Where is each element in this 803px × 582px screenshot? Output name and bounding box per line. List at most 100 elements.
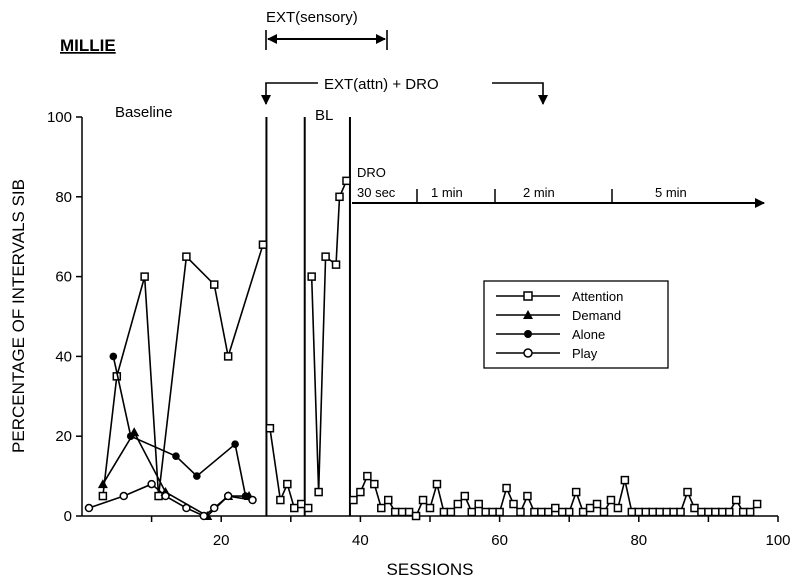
series-attention-point (711, 507, 720, 517)
series-attention-point (537, 507, 546, 517)
series-attention-point (265, 423, 275, 433)
series-attention-point (544, 507, 553, 517)
series-attention-point (606, 495, 616, 505)
series-attention-point (648, 507, 657, 517)
series-attention-point (370, 479, 379, 489)
x-tick-label: 100 (765, 532, 790, 549)
series-attention-point (390, 507, 400, 517)
series-attention-point (481, 507, 490, 517)
data-series (84, 176, 762, 521)
series-alone-point (126, 432, 135, 441)
legend-play-marker (523, 348, 533, 358)
series-attention-point (690, 503, 699, 513)
x-axis-title: SESSIONS (387, 560, 474, 579)
legend-attention-label: Attention (572, 289, 623, 304)
series-attention-point (303, 503, 313, 513)
series-alone-point (172, 452, 180, 460)
ext-attn-right-arrow (492, 82, 548, 105)
x-ticks: 20 40 60 80 100 (150, 516, 791, 549)
y-tick-label: 80 (55, 189, 72, 206)
series-attention-point (290, 503, 299, 513)
series-play (84, 479, 257, 521)
series-play-point (182, 503, 191, 513)
series-attention-point (182, 252, 191, 261)
series-attention-point (662, 507, 671, 517)
series-attention-point (523, 491, 532, 501)
y-tick-label: 40 (55, 348, 72, 365)
series-attention-point (613, 503, 623, 513)
series-attention-point (209, 280, 219, 289)
baseline-label: Baseline (115, 104, 173, 121)
series-attention-point (655, 507, 664, 517)
series-attention-point (397, 507, 407, 517)
series-attention-point (474, 499, 483, 509)
legend: Attention Demand Alone Play (483, 280, 669, 369)
series-attention-point (530, 507, 539, 517)
legend-alone-marker (524, 330, 532, 338)
series-attention-point (377, 503, 386, 513)
series-attention-point (276, 495, 285, 505)
series-alone (109, 352, 250, 500)
series-attention-point (676, 507, 685, 517)
series-attention-point (467, 507, 477, 517)
series-attention-point (725, 507, 734, 517)
series-attention-point (592, 499, 602, 509)
series-attention-point (502, 483, 511, 493)
series-attention-point (258, 240, 268, 249)
series-attention-point (314, 487, 323, 497)
series-attention-point (745, 507, 755, 517)
series-attention-point (620, 475, 630, 485)
series-play-point (147, 479, 156, 489)
x-tick-label: 40 (352, 532, 369, 549)
series-attention-line (310, 180, 348, 493)
series-attention-point (425, 503, 435, 513)
y-ticks: 0 20 40 60 80 100 (47, 109, 82, 525)
series-play-point (223, 491, 233, 501)
series-attention-point (411, 511, 421, 521)
ext-attn-dro-label: EXT(attn) + DRO (324, 76, 439, 93)
series-attention-line (102, 244, 264, 497)
series-attention-point (363, 471, 372, 481)
series-attention-point (404, 507, 414, 517)
dro-step-2min: 2 min (523, 185, 555, 200)
series-attention-point (460, 491, 470, 501)
series-attention-point (551, 503, 560, 513)
series-attention-point (557, 507, 567, 517)
series-attention-point (349, 495, 358, 505)
series-play-point (84, 503, 94, 513)
legend-play-label: Play (572, 346, 598, 361)
series-attention-point (432, 479, 442, 489)
y-axis-title: PERCENTAGE OF INTERVALS SIB (9, 179, 28, 453)
legend-alone-label: Alone (572, 327, 605, 342)
series-attention-point (634, 507, 644, 517)
series-attention (98, 176, 762, 521)
series-attention-point (296, 499, 306, 509)
series-attention-point (140, 272, 149, 281)
series-play-point (161, 491, 170, 501)
series-attention-point (446, 507, 456, 517)
series-attention-point (627, 507, 637, 517)
series-attention-point (98, 491, 108, 501)
phase-lines (265, 117, 351, 516)
series-demand-line (102, 430, 250, 517)
legend-demand-label: Demand (572, 308, 621, 323)
subject-label: MILLIE (60, 36, 116, 55)
series-play-point (248, 495, 257, 505)
series-attention-point (718, 507, 727, 517)
series-attention-point (738, 507, 748, 517)
ext-attn-left-arrow (261, 82, 318, 105)
series-attention-point (223, 352, 233, 361)
series-attention-point (331, 260, 341, 269)
series-attention-point (641, 507, 651, 517)
series-demand (97, 427, 255, 520)
series-attention-point (283, 479, 292, 489)
series-attention-point (342, 176, 351, 186)
y-tick-label: 60 (55, 269, 72, 286)
series-attention-point (509, 499, 518, 509)
dro-label: DRO (357, 165, 386, 180)
legend-attention-marker (523, 291, 533, 301)
series-attention-point (752, 499, 762, 509)
series-attention-point (335, 192, 344, 202)
y-tick-label: 100 (47, 109, 72, 126)
